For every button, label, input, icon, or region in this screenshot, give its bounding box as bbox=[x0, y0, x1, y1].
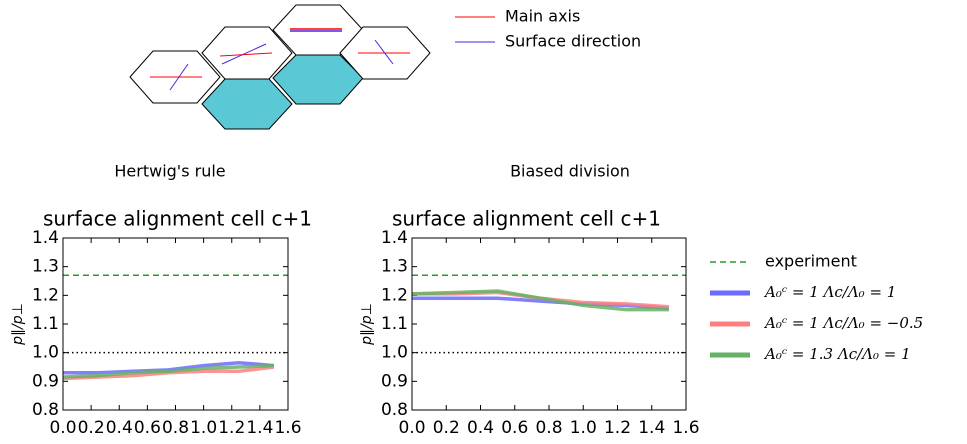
y-tick-label: 0.9 bbox=[381, 371, 408, 391]
x-tick-label: 0.6 bbox=[501, 418, 528, 438]
x-tick-label: 1.2 bbox=[604, 418, 631, 438]
y-tick-label: 1.0 bbox=[32, 343, 59, 363]
series-line bbox=[411, 289, 669, 312]
x-tick-label: 1.6 bbox=[274, 418, 301, 438]
main-axis bbox=[219, 52, 273, 57]
series-line bbox=[62, 363, 275, 379]
x-tick-label: 1.4 bbox=[246, 418, 273, 438]
x-tick-label: 0.4 bbox=[106, 418, 133, 438]
x-tick-label: 0.0 bbox=[398, 418, 425, 438]
x-tick-label: 0.8 bbox=[535, 418, 562, 438]
x-tick-label: 0.0 bbox=[49, 418, 76, 438]
y-tick-label: 0.8 bbox=[381, 400, 408, 420]
legend-label: Main axis bbox=[505, 7, 580, 26]
panel-label: Biased division bbox=[510, 162, 630, 181]
legend-label: Surface direction bbox=[505, 32, 641, 51]
y-tick-label: 1.2 bbox=[381, 285, 408, 305]
legend-label: experiment bbox=[765, 252, 857, 271]
y-tick-label: 1.3 bbox=[32, 257, 59, 277]
chart: surface alignment cell c+1 p∥/p⊥ 0.8 0.9 1.0… bbox=[10, 207, 312, 439]
hexagon-diagram bbox=[129, 4, 431, 130]
y-tick-label: 1.1 bbox=[381, 314, 408, 334]
y-tick-label: 1.4 bbox=[32, 228, 59, 248]
y-tick-label: 1.2 bbox=[32, 285, 59, 305]
y-axis-label: p∥/p⊥ bbox=[10, 303, 26, 346]
x-tick-label: 0.2 bbox=[78, 418, 105, 438]
surface-direction bbox=[374, 39, 394, 65]
x-tick-label: 0.8 bbox=[162, 418, 189, 438]
plot-frame bbox=[411, 237, 687, 411]
panel-label: Hertwig's rule bbox=[114, 162, 225, 181]
x-tick-label: 1.0 bbox=[190, 418, 217, 438]
plot-frame bbox=[62, 237, 289, 411]
surface-direction bbox=[221, 43, 267, 65]
chart-title: surface alignment cell c+1 bbox=[392, 207, 661, 231]
x-tick-label: 1.2 bbox=[218, 418, 245, 438]
x-tick-label: 0.6 bbox=[134, 418, 161, 438]
legend-label: A₀ᶜ = 1.3 Λc/Λ₀ = 1 bbox=[763, 345, 911, 363]
y-tick-label: 1.0 bbox=[381, 343, 408, 363]
x-tick-label: 0.2 bbox=[433, 418, 460, 438]
x-tick-label: 1.6 bbox=[672, 418, 699, 438]
x-tick-label: 1.0 bbox=[570, 418, 597, 438]
legend-label: A₀ᶜ = 1 Λc/Λ₀ = 1 bbox=[763, 283, 896, 301]
chart-title: surface alignment cell c+1 bbox=[43, 207, 312, 231]
y-tick-label: 0.8 bbox=[32, 400, 59, 420]
chart: surface alignment cell c+1 p∥/p⊥ 0.8 0.9 1.0… bbox=[359, 207, 923, 439]
cell-filled bbox=[201, 78, 293, 130]
y-tick-label: 1.4 bbox=[381, 228, 408, 248]
x-tick-label: 0.4 bbox=[467, 418, 494, 438]
y-tick-label: 1.1 bbox=[32, 314, 59, 334]
surface-direction bbox=[169, 63, 189, 91]
y-tick-label: 0.9 bbox=[32, 371, 59, 391]
legend-label: A₀ᶜ = 1 Λc/Λ₀ = −0.5 bbox=[763, 314, 923, 332]
y-tick-label: 1.3 bbox=[381, 257, 408, 277]
y-axis-label: p∥/p⊥ bbox=[359, 303, 375, 346]
x-tick-label: 1.4 bbox=[638, 418, 665, 438]
